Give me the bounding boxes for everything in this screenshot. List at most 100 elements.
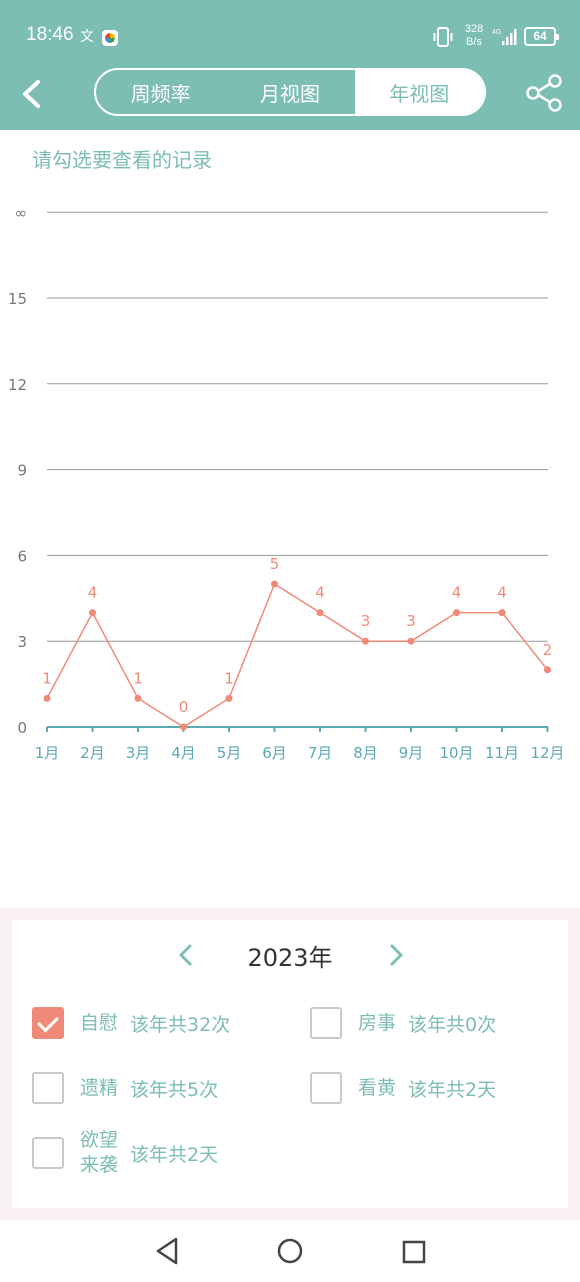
chart-x-tick-label: 7月 xyxy=(308,744,333,762)
chart-data-label: 4 xyxy=(452,584,462,602)
next-year-button[interactable] xyxy=(382,940,410,970)
record-label: 遗精 xyxy=(80,1076,119,1099)
record-summary: 该年共0次 xyxy=(408,1013,497,1036)
square-recents-icon xyxy=(402,1240,426,1264)
previous-year-button[interactable] xyxy=(172,940,200,970)
year-label: 2023年 xyxy=(247,944,333,972)
view-mode-switcher: 周频率 月视图 年视图 xyxy=(94,68,486,116)
chart-data-label: 3 xyxy=(406,612,416,630)
chart-data-point xyxy=(544,666,551,674)
records-panel xyxy=(12,920,568,1208)
chart-data-point xyxy=(271,580,278,588)
chevron-left-icon xyxy=(23,80,40,108)
chart-x-tick-label: 1月 xyxy=(35,744,60,762)
chart-data-label: 1 xyxy=(42,669,52,687)
circle-home-icon xyxy=(277,1238,303,1264)
share-button[interactable] xyxy=(524,74,564,112)
triangle-back-icon xyxy=(156,1237,178,1265)
system-navigation-bar xyxy=(0,1220,580,1282)
chart-x-tick-label: 10月 xyxy=(439,744,473,762)
record-label: 房事 xyxy=(358,1011,397,1034)
chevron-right-icon xyxy=(390,944,403,966)
chart-data-point xyxy=(225,694,233,702)
chart-x-tick-label: 9月 xyxy=(399,744,424,762)
chart-x-tick-label: 11月 xyxy=(485,744,519,762)
chart-data-point xyxy=(134,694,142,702)
checkbox[interactable] xyxy=(32,1007,64,1039)
chart-y-tick-label: 12 xyxy=(8,376,27,394)
record-label-line2: 来袭 xyxy=(80,1154,119,1176)
tab-year-view[interactable]: 年视图 xyxy=(354,70,484,114)
chart-data-label: 2 xyxy=(543,641,553,659)
battery-icon: 64 xyxy=(524,27,559,46)
chart-y-tick-label: 15 xyxy=(8,290,27,308)
chart-x-tick-label: 5月 xyxy=(217,744,242,762)
chart-y-tick-label: 0 xyxy=(17,719,27,737)
checkbox[interactable] xyxy=(310,1072,342,1104)
chevron-left-icon xyxy=(179,944,192,966)
tab-weekly-frequency[interactable]: 周频率 xyxy=(130,81,191,106)
checkbox[interactable] xyxy=(32,1072,64,1104)
chart-data-point xyxy=(362,637,369,645)
chart-data-point xyxy=(407,637,415,645)
chart-y-tick-label: 3 xyxy=(17,633,27,651)
record-label: 看黄 xyxy=(358,1076,397,1099)
record-summary: 该年共2天 xyxy=(408,1078,497,1101)
chart-x-tick-label: 8月 xyxy=(353,744,378,762)
chart-x-tick-label: 3月 xyxy=(126,744,151,762)
record-option-porn[interactable]: 看黄 该年共2天 xyxy=(310,1072,496,1104)
chart-data-label: 4 xyxy=(315,584,325,602)
signal-icon: 4G xyxy=(492,27,520,51)
chart-y-tick-label: 9 xyxy=(17,462,27,480)
chart-data-label: 5 xyxy=(270,555,280,573)
chart-data-point xyxy=(453,609,460,617)
record-option-masturbation[interactable]: 自慰 该年共32次 xyxy=(32,1007,230,1039)
chart-data-label: 1 xyxy=(224,669,234,687)
checkbox[interactable] xyxy=(32,1137,64,1169)
chart-data-label: 4 xyxy=(88,584,98,602)
share-icon xyxy=(526,74,562,112)
nav-back-button[interactable] xyxy=(152,1236,182,1270)
chart-x-tick-label: 12月 xyxy=(530,744,564,762)
record-label: 欲望 来袭 xyxy=(80,1128,118,1178)
app-notification-icon xyxy=(102,30,118,46)
tab-month-view[interactable]: 月视图 xyxy=(259,81,320,106)
nav-home-button[interactable] xyxy=(276,1237,304,1269)
app-header xyxy=(0,0,580,130)
record-option-urge[interactable]: 欲望 来袭 该年共2天 xyxy=(32,1128,218,1178)
notification-icon: 文 xyxy=(80,29,94,45)
chart-data-label: 4 xyxy=(497,584,507,602)
record-label: 自慰 xyxy=(80,1011,119,1034)
vibrate-icon xyxy=(433,26,453,52)
record-label-line1: 欲望 xyxy=(80,1129,119,1151)
network-speed: 328 B/s xyxy=(460,23,488,49)
back-button[interactable] xyxy=(14,72,54,116)
nav-recents-button[interactable] xyxy=(402,1240,426,1268)
chart-data-point xyxy=(180,723,187,731)
chart-data-point xyxy=(498,609,506,617)
chart-x-tick-label: 4月 xyxy=(171,744,196,762)
record-summary: 该年共5次 xyxy=(130,1078,219,1101)
chart-x-tick-label: 2月 xyxy=(80,744,105,762)
network-speed-value: 328 xyxy=(464,23,484,35)
chart-data-label: 3 xyxy=(361,612,371,630)
status-time: 18:46 xyxy=(26,24,74,45)
chart-data-point xyxy=(43,694,51,702)
chart-y-tick-label: ∞ xyxy=(15,204,28,222)
select-records-prompt: 请勾选要查看的记录 xyxy=(32,148,212,172)
checkbox[interactable] xyxy=(310,1007,342,1039)
chart-series-line xyxy=(46,582,549,728)
chart-y-tick-label: 6 xyxy=(17,547,27,565)
record-option-emission[interactable]: 遗精 该年共5次 xyxy=(32,1072,218,1104)
chart-data-point xyxy=(89,609,96,617)
chart-x-tick-label: 6月 xyxy=(262,744,287,762)
record-summary: 该年共32次 xyxy=(130,1013,231,1036)
chart-data-point xyxy=(316,609,324,617)
network-speed-unit: B/s xyxy=(466,36,482,48)
chart-data-label: 1 xyxy=(133,669,143,687)
record-summary: 该年共2天 xyxy=(130,1143,219,1166)
chart-data-label: 0 xyxy=(179,698,189,716)
record-option-intercourse[interactable]: 房事 该年共0次 xyxy=(310,1007,496,1039)
battery-level: 64 xyxy=(533,29,547,43)
